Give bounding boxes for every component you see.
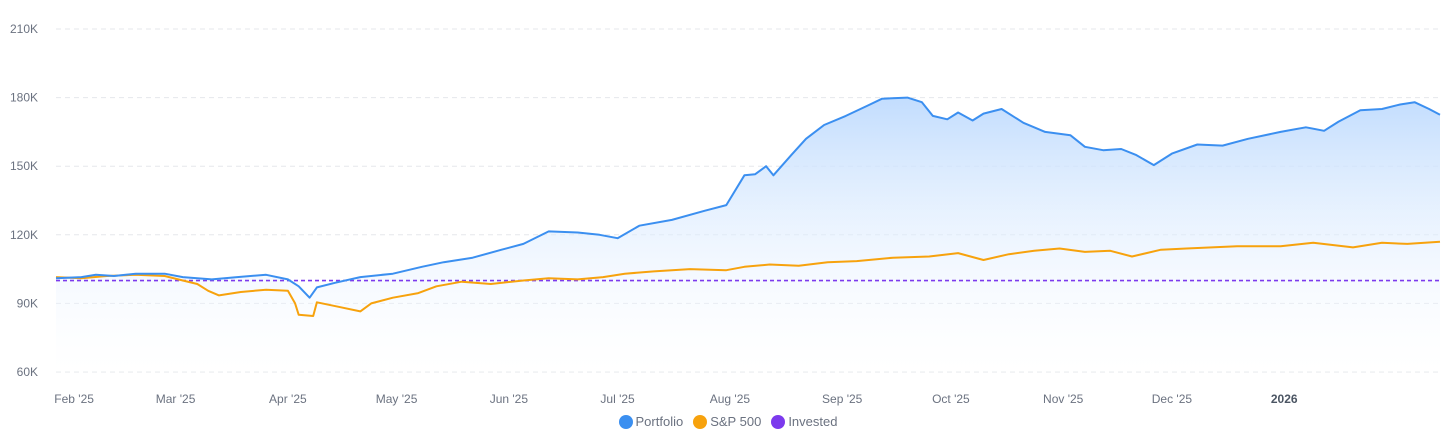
portfolio-area (56, 97, 1440, 372)
y-tick-label: 60K (17, 365, 38, 379)
x-tick-label: May '25 (376, 392, 418, 406)
legend-dot-sp500 (693, 414, 708, 429)
legend-item-portfolio[interactable]: Portfolio (618, 414, 684, 429)
x-tick-label: Mar '25 (156, 392, 196, 406)
sp500-line (55, 240, 1441, 317)
portfolio-area-fill (56, 97, 1440, 372)
series-lines (55, 96, 1441, 317)
legend-dot-invested (771, 414, 786, 429)
y-tick-label: 120K (10, 228, 38, 242)
y-axis: 60K 90K 120K 150K 180K 210K (10, 22, 38, 379)
x-tick-label: Dec '25 (1152, 392, 1193, 406)
chart-legend: Portfolio S&P 500 Invested (0, 414, 1456, 429)
legend-item-invested[interactable]: Invested (771, 414, 837, 429)
legend-dot-portfolio (618, 414, 633, 429)
legend-label-portfolio: Portfolio (635, 414, 684, 429)
legend-item-sp500[interactable]: S&P 500 (693, 414, 761, 429)
x-tick-label: Nov '25 (1043, 392, 1084, 406)
x-tick-label: Jul '25 (600, 392, 635, 406)
legend-label-invested: Invested (788, 414, 838, 429)
x-tick-label: 2026 (1271, 392, 1298, 406)
portfolio-line (55, 96, 1441, 299)
y-tick-label: 150K (10, 159, 38, 173)
y-tick-label: 180K (10, 91, 38, 105)
x-tick-label: Feb '25 (54, 392, 94, 406)
x-tick-label: Apr '25 (269, 392, 307, 406)
x-tick-label: Jun '25 (490, 392, 529, 406)
x-tick-label: Aug '25 (710, 392, 751, 406)
x-tick-label: Sep '25 (822, 392, 863, 406)
x-tick-label: Oct '25 (932, 392, 970, 406)
y-tick-label: 210K (10, 22, 38, 36)
x-axis: Feb '25 Mar '25 Apr '25 May '25 Jun '25 Jul '… (54, 392, 1298, 406)
y-tick-label: 90K (17, 296, 38, 310)
legend-label-sp500: S&P 500 (710, 414, 762, 429)
